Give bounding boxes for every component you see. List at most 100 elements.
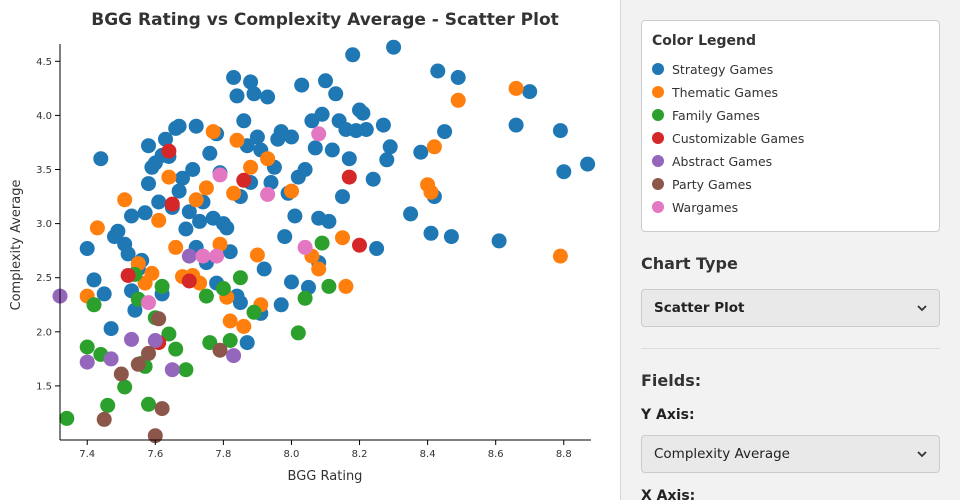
point-thematic-games[interactable] (188, 192, 204, 208)
point-strategy-games[interactable] (314, 106, 330, 122)
point-strategy-games[interactable] (321, 213, 337, 229)
y-axis-select[interactable]: Complexity Average (641, 435, 940, 473)
point-thematic-games[interactable] (243, 159, 259, 175)
point-strategy-games[interactable] (263, 175, 279, 190)
point-strategy-games[interactable] (86, 272, 102, 288)
point-thematic-games[interactable] (338, 278, 354, 294)
point-thematic-games[interactable] (423, 184, 439, 200)
point-party-games[interactable] (212, 342, 228, 358)
point-party-games[interactable] (113, 366, 129, 382)
point-thematic-games[interactable] (144, 265, 160, 281)
point-strategy-games[interactable] (171, 118, 187, 134)
point-strategy-games[interactable] (375, 117, 391, 133)
point-abstract-games[interactable] (124, 331, 139, 347)
point-strategy-games[interactable] (379, 152, 395, 168)
point-party-games[interactable] (141, 345, 156, 361)
point-strategy-games[interactable] (192, 213, 208, 229)
point-strategy-games[interactable] (96, 286, 112, 302)
point-strategy-games[interactable] (249, 129, 265, 145)
point-customizable-games[interactable] (341, 169, 357, 185)
point-customizable-games[interactable] (236, 172, 252, 188)
point-family-games[interactable] (117, 379, 133, 395)
point-customizable-games[interactable] (161, 143, 177, 159)
point-strategy-games[interactable] (450, 70, 466, 85)
point-family-games[interactable] (321, 278, 337, 294)
point-strategy-games[interactable] (297, 162, 313, 177)
point-family-games[interactable] (290, 325, 306, 341)
point-strategy-games[interactable] (219, 220, 235, 236)
point-strategy-games[interactable] (256, 261, 272, 277)
point-strategy-games[interactable] (341, 151, 357, 167)
point-strategy-games[interactable] (229, 88, 245, 104)
point-family-games[interactable] (161, 326, 177, 342)
point-customizable-games[interactable] (181, 273, 197, 289)
point-strategy-games[interactable] (273, 297, 289, 313)
point-abstract-games[interactable] (147, 333, 163, 348)
point-thematic-games[interactable] (117, 192, 133, 208)
point-wargames[interactable] (297, 239, 313, 255)
point-strategy-games[interactable] (335, 189, 350, 205)
point-thematic-games[interactable] (205, 124, 221, 140)
point-strategy-games[interactable] (277, 229, 293, 245)
point-strategy-games[interactable] (294, 77, 310, 93)
point-family-games[interactable] (246, 304, 262, 320)
point-thematic-games[interactable] (426, 139, 442, 155)
point-strategy-games[interactable] (365, 171, 381, 187)
point-customizable-games[interactable] (164, 196, 180, 212)
point-abstract-games[interactable] (181, 248, 197, 264)
point-strategy-games[interactable] (287, 208, 303, 224)
point-abstract-games[interactable] (103, 351, 119, 367)
point-family-games[interactable] (222, 333, 238, 348)
point-strategy-games[interactable] (369, 241, 385, 256)
point-family-games[interactable] (314, 235, 330, 251)
point-abstract-games[interactable] (164, 362, 180, 378)
point-strategy-games[interactable] (324, 142, 340, 158)
point-thematic-games[interactable] (151, 212, 167, 228)
point-thematic-games[interactable] (212, 236, 228, 252)
point-strategy-games[interactable] (260, 89, 276, 105)
point-strategy-games[interactable] (226, 70, 242, 85)
point-thematic-games[interactable] (249, 247, 265, 263)
point-family-games[interactable] (232, 270, 248, 286)
point-family-games[interactable] (297, 290, 313, 306)
point-strategy-games[interactable] (284, 129, 299, 145)
point-party-games[interactable] (151, 311, 167, 327)
point-strategy-games[interactable] (556, 164, 572, 180)
point-strategy-games[interactable] (328, 86, 344, 102)
point-strategy-games[interactable] (243, 74, 259, 90)
point-strategy-games[interactable] (151, 194, 167, 210)
point-strategy-games[interactable] (175, 170, 190, 186)
point-thematic-games[interactable] (260, 151, 276, 167)
point-strategy-games[interactable] (284, 274, 299, 290)
point-strategy-games[interactable] (423, 225, 439, 241)
point-customizable-games[interactable] (120, 268, 136, 283)
point-wargames[interactable] (209, 248, 225, 264)
point-thematic-games[interactable] (161, 169, 177, 185)
point-family-games[interactable] (141, 396, 156, 412)
point-wargames[interactable] (311, 126, 327, 142)
point-family-games[interactable] (202, 335, 218, 351)
point-abstract-games[interactable] (79, 354, 95, 370)
point-thematic-games[interactable] (222, 313, 238, 329)
point-strategy-games[interactable] (403, 206, 419, 222)
point-strategy-games[interactable] (202, 145, 218, 161)
point-family-games[interactable] (168, 341, 184, 357)
point-strategy-games[interactable] (171, 183, 187, 199)
point-strategy-games[interactable] (120, 246, 136, 262)
point-thematic-games[interactable] (284, 183, 299, 199)
point-party-games[interactable] (130, 356, 146, 372)
point-wargames[interactable] (260, 186, 276, 202)
point-strategy-games[interactable] (355, 105, 371, 121)
point-thematic-games[interactable] (311, 261, 327, 277)
point-party-games[interactable] (154, 401, 170, 417)
point-strategy-games[interactable] (491, 233, 507, 249)
point-strategy-games[interactable] (413, 144, 429, 160)
point-strategy-games[interactable] (508, 117, 524, 133)
point-family-games[interactable] (86, 297, 102, 313)
point-strategy-games[interactable] (236, 113, 252, 129)
point-wargames[interactable] (212, 167, 228, 183)
point-strategy-games[interactable] (124, 208, 139, 224)
point-thematic-games[interactable] (236, 318, 252, 334)
point-abstract-games[interactable] (226, 348, 242, 364)
point-strategy-games[interactable] (443, 229, 459, 245)
